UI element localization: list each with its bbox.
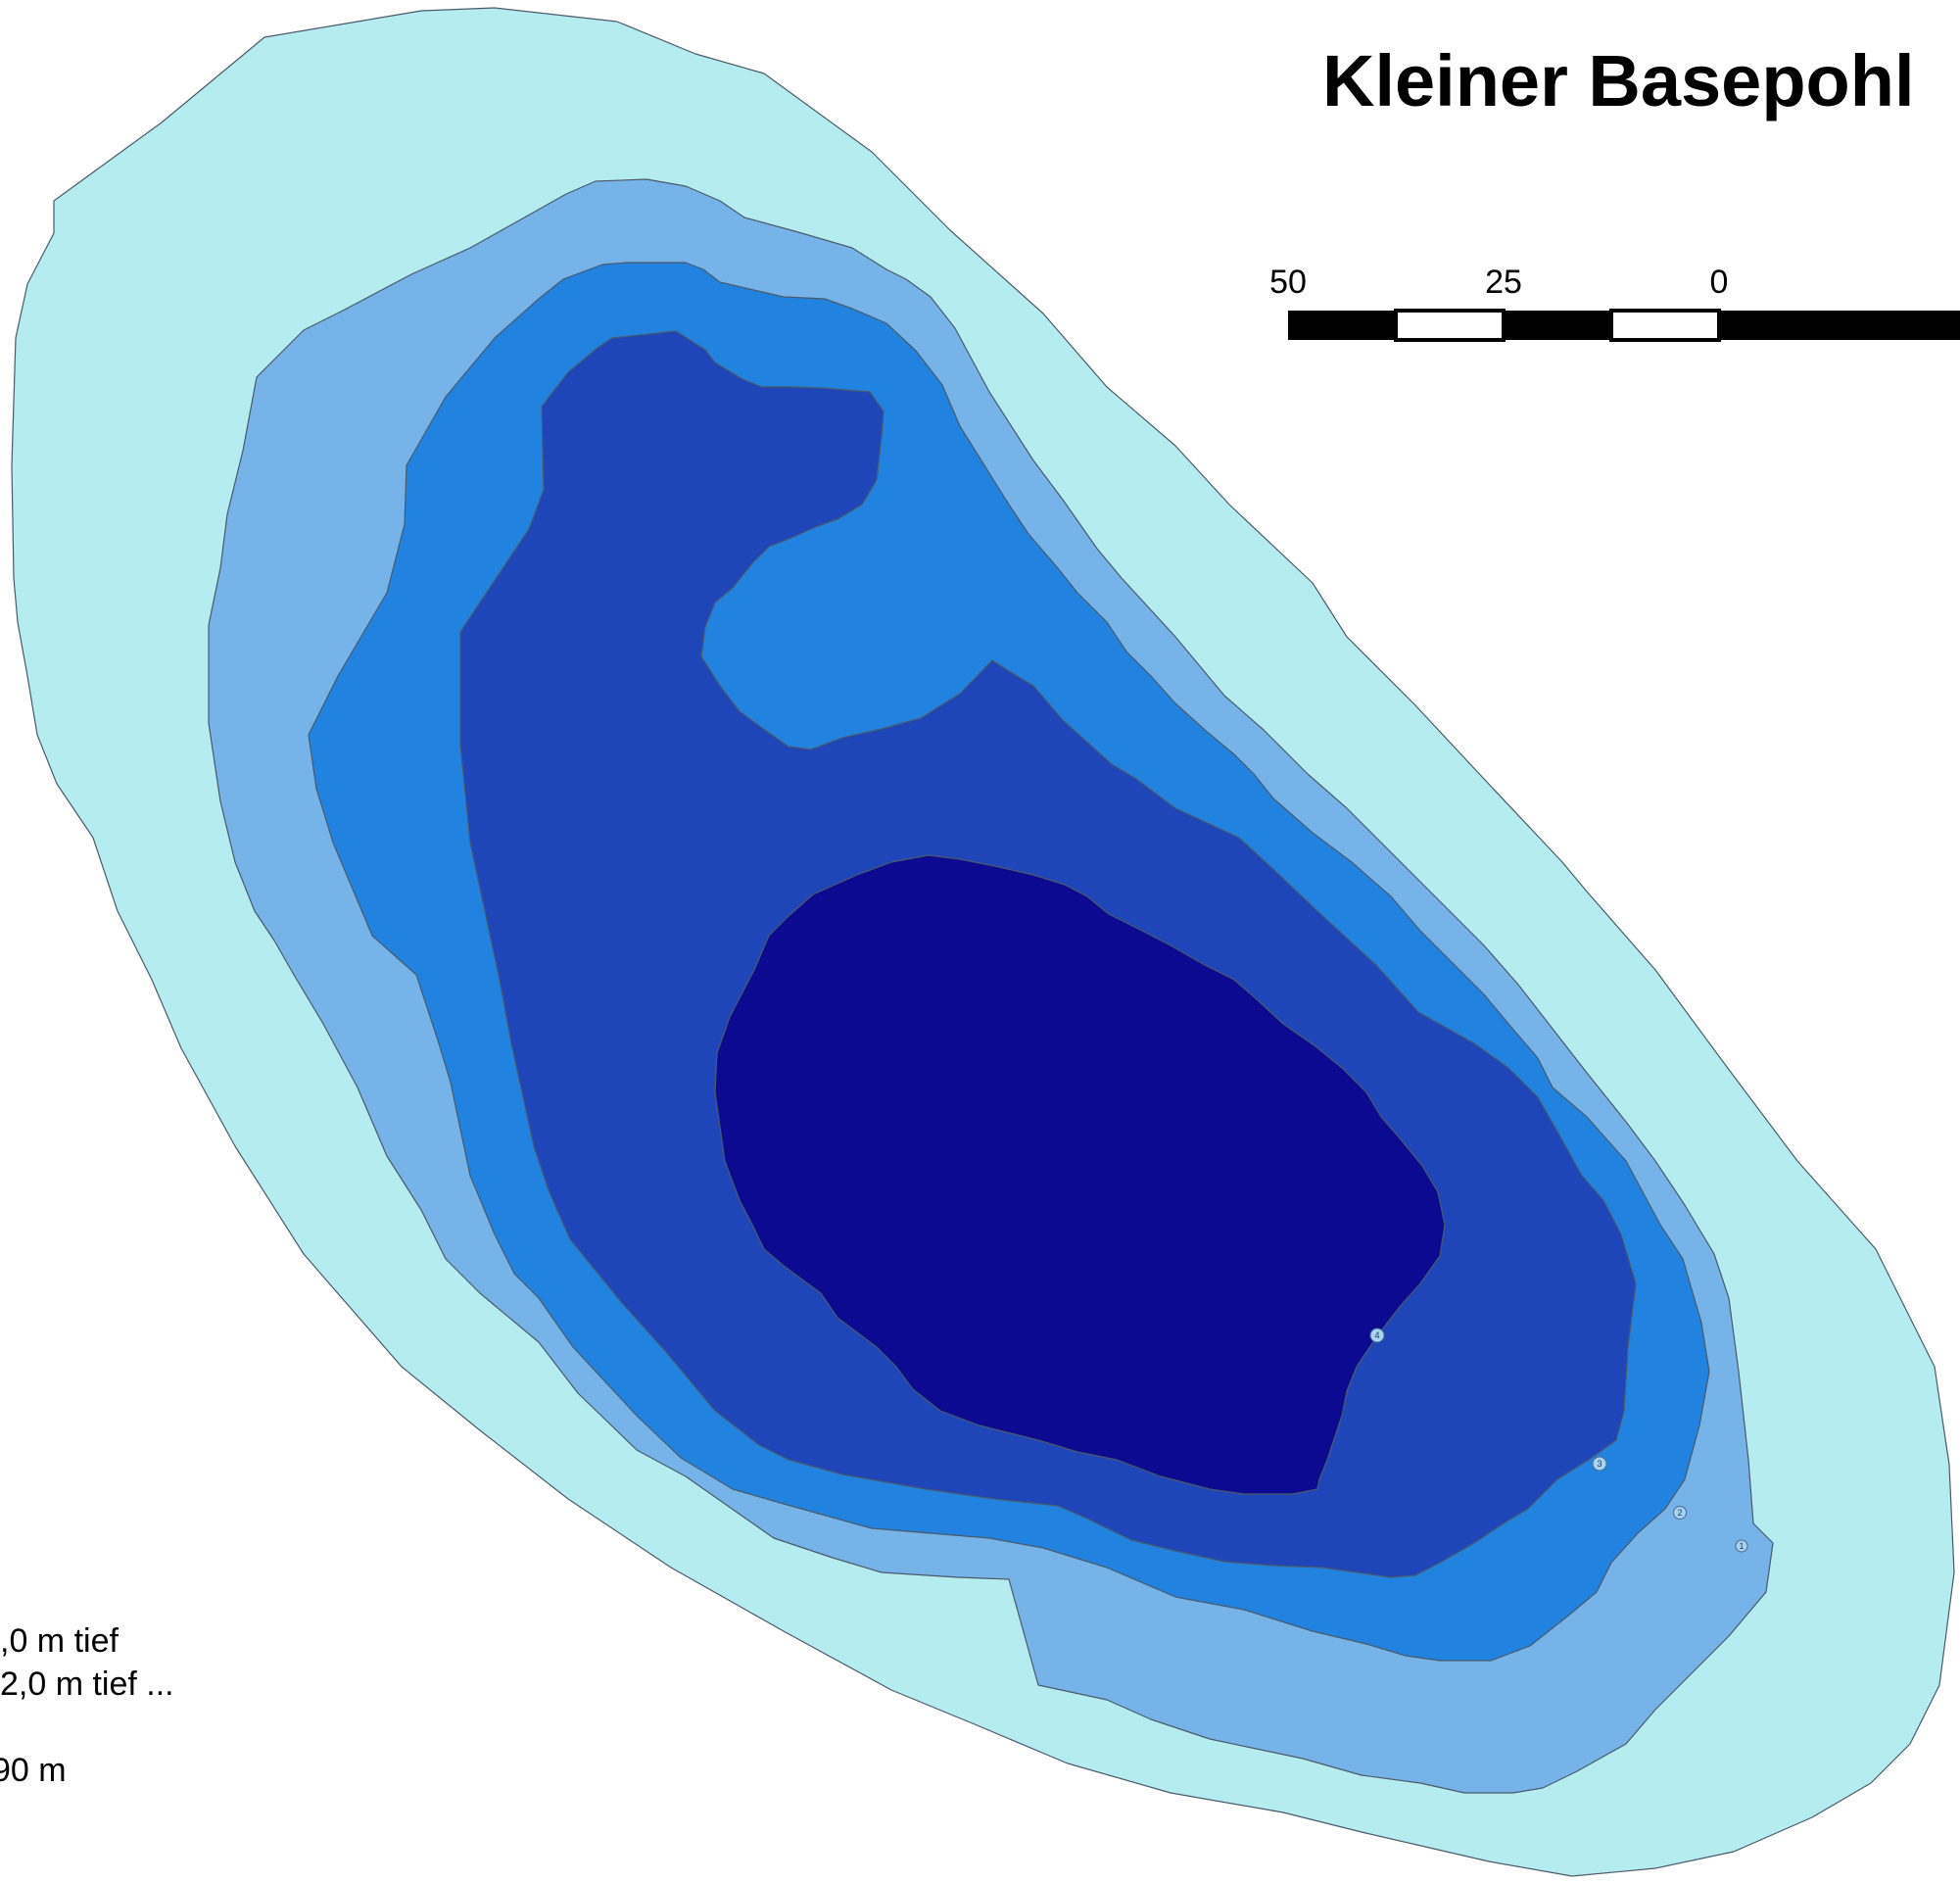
- scale-label-25: 25: [1485, 264, 1522, 301]
- depth-marker-4-dot: [1369, 1328, 1385, 1343]
- depth-marker-2: 2: [1673, 1506, 1687, 1520]
- depth-marker-3: 3: [1592, 1456, 1607, 1472]
- depth-marker-3-label: 3: [1597, 1459, 1601, 1469]
- depth-marker-1-dot: [1735, 1539, 1748, 1553]
- legend: ,0 m tief 2,0 m tief ... 90 m: [0, 1622, 174, 1789]
- map-title: Kleiner Basepohl: [1322, 40, 1915, 121]
- depth-marker-1: 1: [1735, 1539, 1748, 1553]
- legend-line-1: ,0 m tief: [0, 1622, 119, 1660]
- scale-label-0: 0: [1710, 264, 1729, 301]
- depth-marker-4-label: 4: [1374, 1330, 1379, 1340]
- depth-marker-3-dot: [1592, 1456, 1607, 1472]
- scale-label-50: 50: [1269, 264, 1307, 301]
- depth-marker-2-dot: [1673, 1506, 1687, 1520]
- scale-bar: 50 25 0: [1269, 264, 1960, 342]
- depth-marker-4: 4: [1369, 1328, 1385, 1343]
- scale-segment-3: [1504, 311, 1611, 340]
- scale-segment-5: [1719, 311, 1960, 340]
- scale-segment-4: [1609, 309, 1721, 342]
- depth-zone-5: [714, 854, 1446, 1495]
- depth-marker-1-label: 1: [1739, 1541, 1744, 1551]
- legend-line-3: 90 m: [0, 1752, 67, 1789]
- scale-segment-1: [1288, 311, 1396, 340]
- legend-line-2: 2,0 m tief ...: [0, 1666, 174, 1703]
- scale-segment-2: [1394, 309, 1506, 342]
- depth-marker-2-label: 2: [1677, 1508, 1682, 1518]
